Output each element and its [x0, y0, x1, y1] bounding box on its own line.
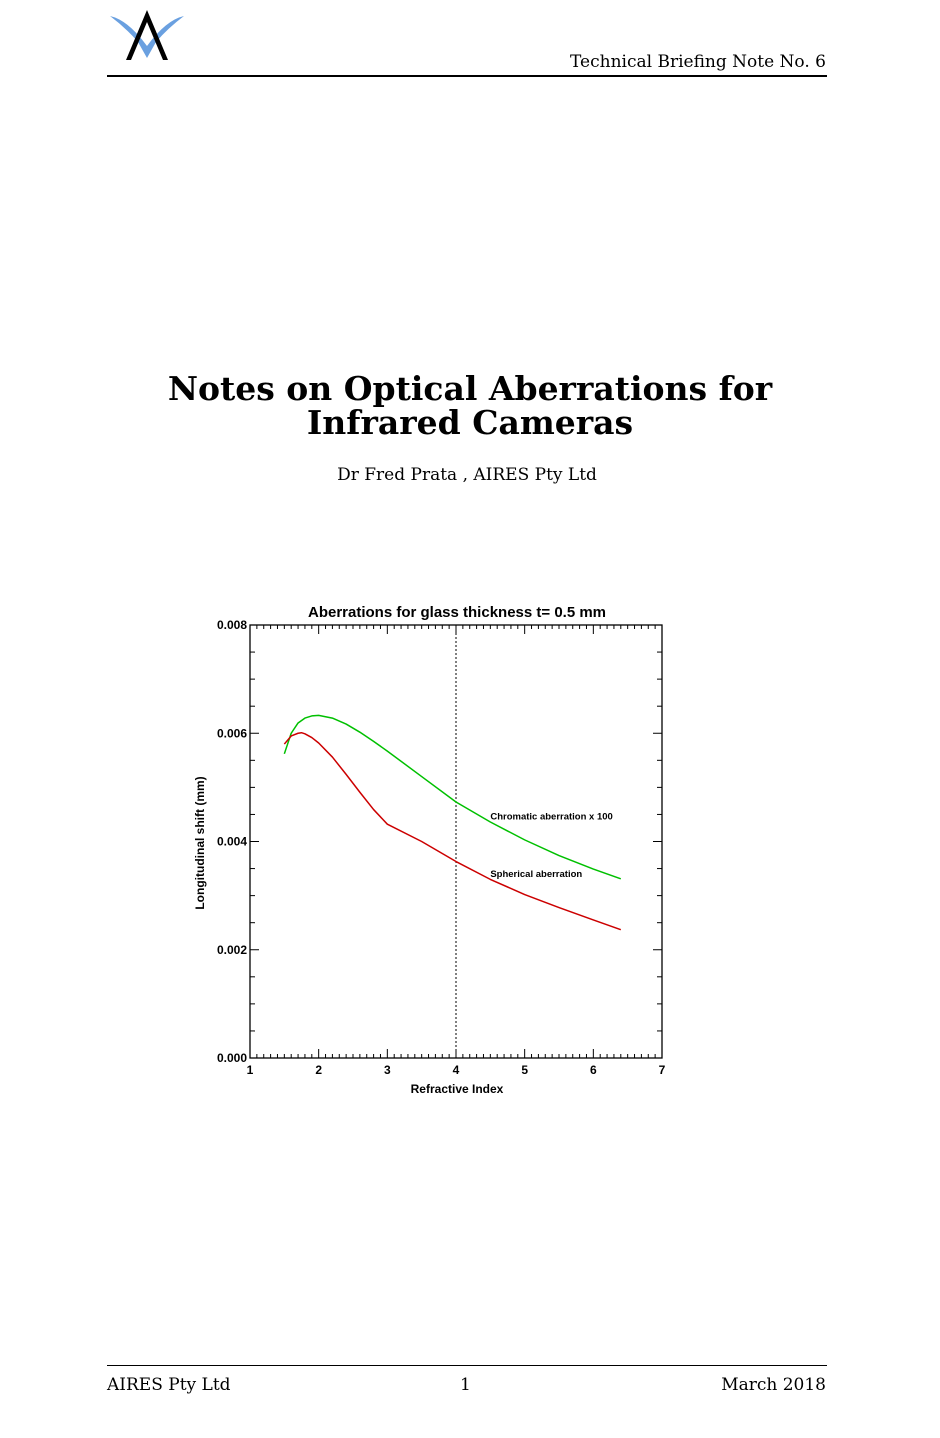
- header-divider: [107, 75, 827, 77]
- chart-series-chromatic-line: [283, 714, 622, 880]
- chart-x-tick-label: 6: [590, 1063, 597, 1077]
- aires-logo-icon: [106, 8, 188, 66]
- chart-y-tick-label: 0.006: [217, 726, 247, 740]
- chart-y-tick-label: 0.004: [217, 835, 247, 849]
- chart-x-tick-label: 3: [384, 1063, 391, 1077]
- document-title: Notes on Optical Aberrations for Infrare…: [0, 372, 940, 440]
- chart-x-axis-label: Refractive Index: [411, 1082, 504, 1096]
- header-title: Technical Briefing Note No. 6: [570, 52, 826, 72]
- chart-x-tick-label: 5: [521, 1063, 528, 1077]
- chart-x-tick-label: 2: [315, 1063, 322, 1077]
- footer-organization: AIRES Pty Ltd: [107, 1375, 231, 1395]
- document-title-line-2: Infrared Cameras: [306, 403, 634, 442]
- footer-date: March 2018: [721, 1375, 826, 1395]
- page-number: 1: [460, 1375, 471, 1395]
- chart-title: Aberrations for glass thickness t= 0.5 m…: [308, 604, 606, 621]
- chart-y-tick-label: 0.000: [217, 1051, 247, 1065]
- document-title-line-1: Notes on Optical Aberrations for: [167, 369, 773, 408]
- chart-y-tick-label: 0.002: [217, 943, 247, 957]
- chart-y-axis-label: Longitudinal shift (mm): [193, 776, 207, 909]
- chart-plot-area: 1 2 3 4 5 6 7 0.000 0.002 0.004 0.006 0.008 Chromati…: [217, 618, 666, 1077]
- chart-y-tick-label: 0.008: [217, 618, 247, 632]
- chart-x-tick-label: 4: [453, 1063, 460, 1077]
- footer-divider: [107, 1365, 827, 1366]
- chart-annotation-spherical: Spherical aberration: [490, 869, 582, 880]
- chart-x-tick-label: 7: [659, 1063, 666, 1077]
- chart-x-tick-label: 1: [247, 1063, 254, 1077]
- aberrations-chart: Aberrations for glass thickness t= 0.5 m…: [186, 596, 686, 1106]
- chart-annotation-chromatic: Chromatic aberration x 100: [490, 811, 613, 822]
- chart-svg: Aberrations for glass thickness t= 0.5 m…: [193, 604, 666, 1096]
- document-author: Dr Fred Prata , AIRES Pty Ltd: [337, 465, 597, 485]
- chart-series-spherical-line: [283, 731, 622, 931]
